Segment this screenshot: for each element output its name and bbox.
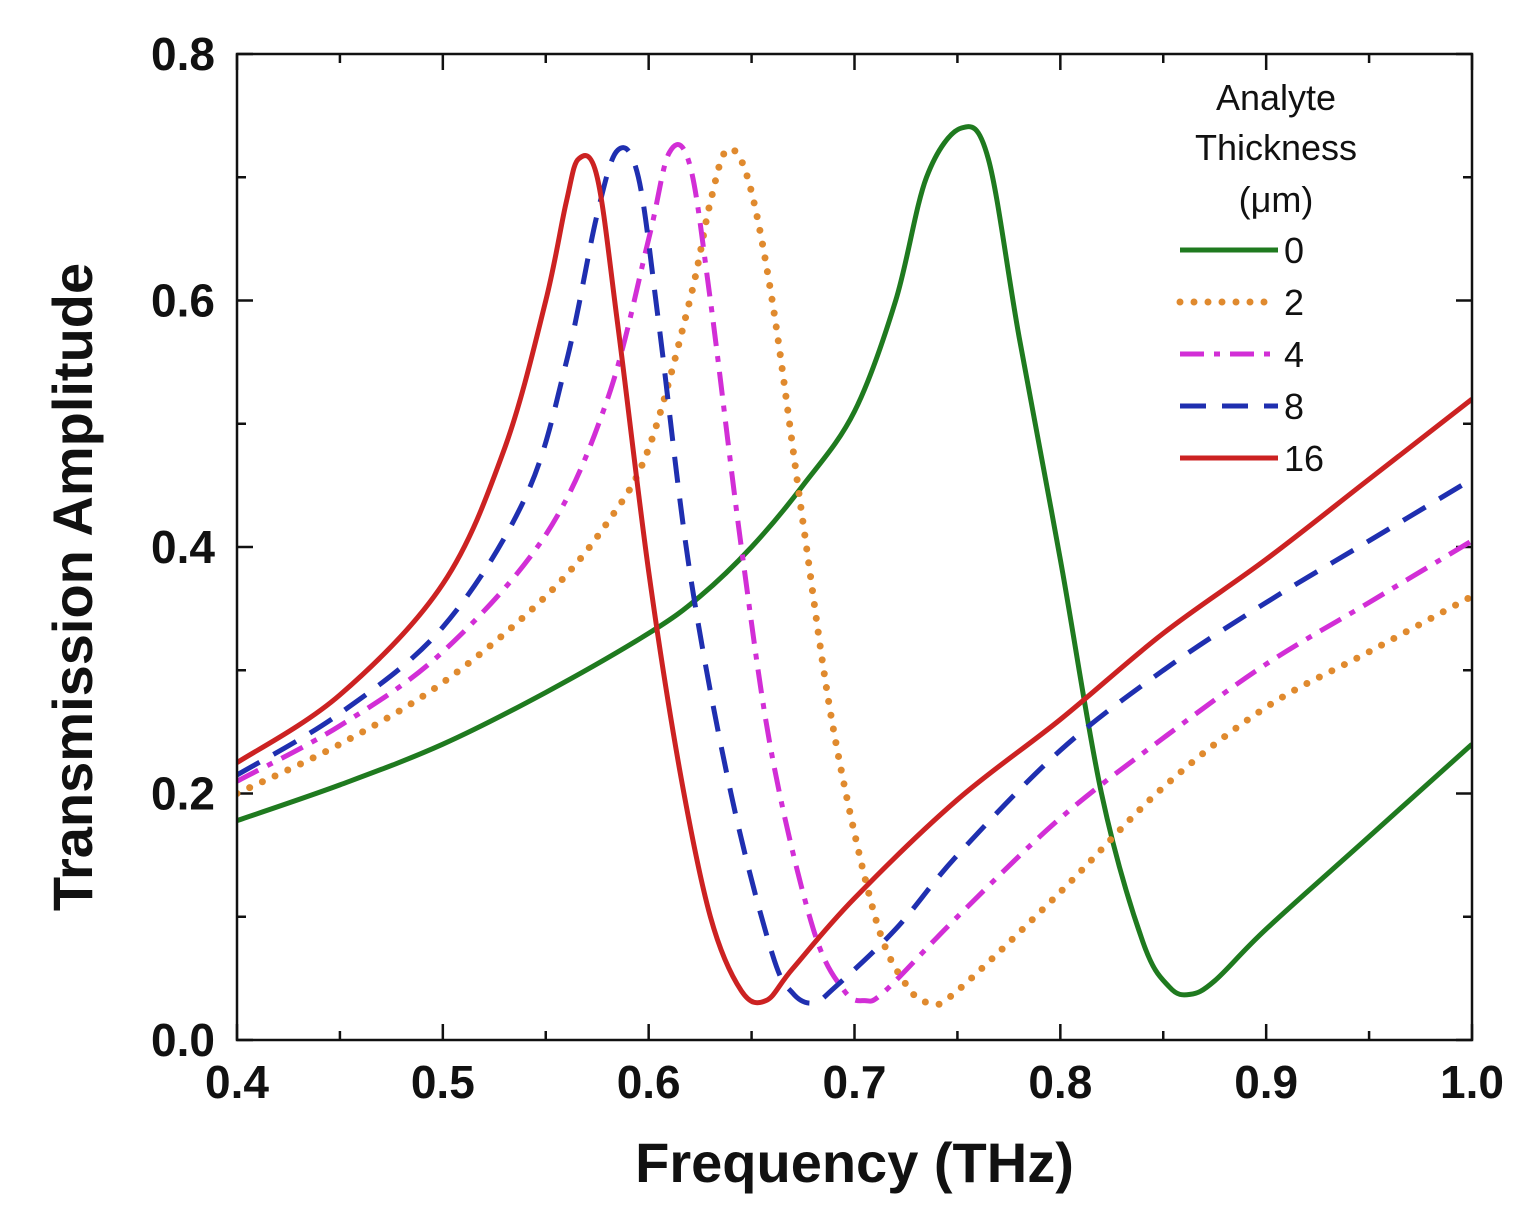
x-tick-label: 0.9 xyxy=(1234,1056,1298,1108)
y-tick-label: 0.4 xyxy=(151,521,215,573)
legend-entries: 0 2 4 8 16 xyxy=(1176,230,1324,479)
legend-label-16: 16 xyxy=(1284,438,1324,479)
labels-layer: 0.4 0.5 0.6 0.7 0.8 0.9 1.0 0.0 0.2 0.4 0.6 0.8 xyxy=(151,28,1504,1108)
legend: Analyte Thickness (μm) 0 2 4 8 16 xyxy=(1176,77,1357,479)
series-line-0 xyxy=(237,124,1472,998)
legend-label-4: 4 xyxy=(1284,334,1304,375)
series-layer xyxy=(237,124,1472,1008)
series-line-8 xyxy=(237,145,1472,1006)
legend-title-line-3: (μm) xyxy=(1239,179,1314,220)
series-line-2 xyxy=(237,145,1472,1008)
legend-title-line-2: Thickness xyxy=(1195,127,1357,168)
legend-label-8: 8 xyxy=(1284,386,1304,427)
x-tick-label: 1.0 xyxy=(1440,1056,1504,1108)
x-tick-label: 0.6 xyxy=(617,1056,681,1108)
legend-label-0: 0 xyxy=(1284,230,1304,271)
y-tick-label: 0.0 xyxy=(151,1014,215,1066)
x-tick-label: 0.5 xyxy=(411,1056,475,1108)
legend-label-2: 2 xyxy=(1284,282,1304,323)
x-tick-label: 0.8 xyxy=(1028,1056,1092,1108)
y-axis-title: Transmission Amplitude xyxy=(41,263,104,911)
y-tick-label: 0.6 xyxy=(151,275,215,327)
x-tick-label: 0.7 xyxy=(823,1056,887,1108)
plot-frame xyxy=(235,52,1474,1042)
series-line-16 xyxy=(237,153,1472,1006)
y-tick-label: 0.2 xyxy=(151,768,215,820)
x-tick-label: 0.4 xyxy=(205,1056,269,1108)
series-line-4 xyxy=(237,142,1472,1004)
y-tick-label: 0.8 xyxy=(151,28,215,80)
legend-title-line-1: Analyte xyxy=(1216,77,1336,118)
x-axis-title: Frequency (THz) xyxy=(635,1131,1074,1194)
